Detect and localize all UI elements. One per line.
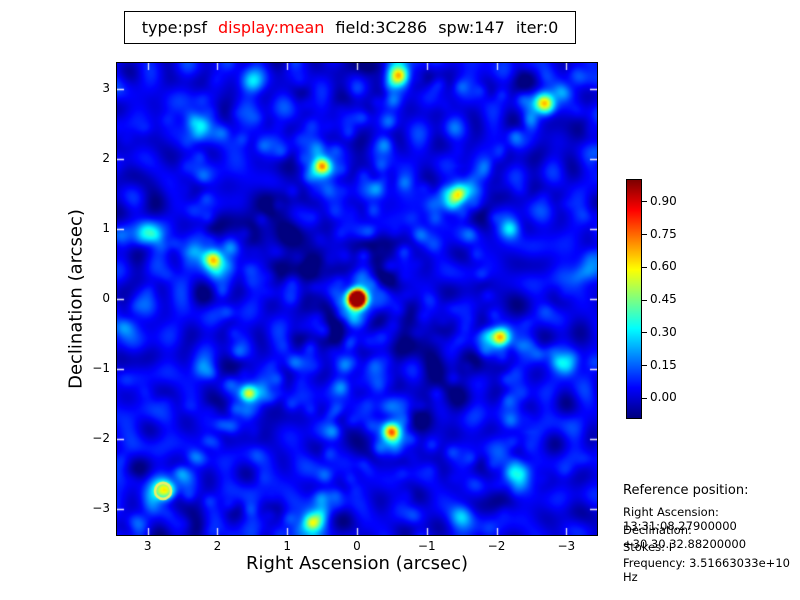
colorbar-gradient — [627, 180, 641, 418]
y-tick-label: −1 — [92, 361, 110, 376]
colorbar-tick-mark — [642, 332, 647, 334]
colorbar-tick-label: 0.00 — [650, 390, 677, 405]
psf-plot-frame — [116, 62, 598, 536]
title-token-iter: iter:0 — [515, 18, 559, 37]
colorbar-frame — [626, 179, 642, 419]
x-tick-label: −3 — [557, 539, 576, 553]
colorbar-tick-label: 0.30 — [650, 324, 677, 339]
y-tick-label: 1 — [102, 220, 110, 235]
title-token-field: field:3C286 — [335, 18, 428, 37]
title-token-display: display:mean — [217, 18, 325, 37]
y-tick-label: −3 — [92, 501, 110, 516]
x-tick-label: 1 — [283, 539, 292, 553]
reference-dec: Declination: +30.30.32.88200000 — [623, 523, 747, 551]
title-box: type:psf display:mean field:3C286 spw:14… — [124, 11, 576, 44]
colorbar-tick-mark — [642, 299, 647, 301]
colorbar-tick-label: 0.45 — [650, 292, 677, 307]
x-tick-label: −1 — [417, 539, 436, 553]
x-tick-label: 3 — [143, 539, 152, 553]
colorbar-tick-label: 0.60 — [650, 259, 677, 274]
reference-ra: Right Ascension: 13:31:08.27900000 — [623, 505, 737, 533]
colorbar-tick-mark — [642, 397, 647, 399]
colorbar-tick-mark — [642, 234, 647, 236]
colorbar-tick-label: 0.90 — [650, 193, 677, 208]
x-tick-label: −2 — [487, 539, 506, 553]
psf-heatmap-image — [117, 63, 597, 535]
reference-frequency: Frequency: 3.51663033e+10 Hz — [623, 556, 790, 584]
y-tick-label: 0 — [102, 291, 110, 305]
colorbar-tick-label: 0.75 — [650, 226, 677, 241]
reference-stokes: Stokes: I — [623, 540, 673, 554]
colorbar-tick-mark — [642, 266, 647, 268]
colorbar-tick-label: 0.15 — [650, 357, 677, 372]
y-tick-label: 3 — [102, 80, 110, 95]
x-tick-label: 0 — [353, 539, 361, 553]
reference-heading: Reference position: — [623, 483, 749, 498]
colorbar-tick-mark — [642, 365, 647, 367]
title-token-spw: spw:147 — [438, 18, 505, 37]
y-tick-label: 2 — [102, 150, 110, 165]
x-axis-label: Right Ascension (arcsec) — [245, 553, 469, 574]
colorbar-tick-mark — [642, 201, 647, 203]
y-axis-label: Declination (arcsec) — [65, 209, 87, 389]
y-tick-label: −2 — [92, 431, 110, 446]
x-tick-label: 2 — [213, 539, 222, 553]
title-token-type: type:psf — [141, 18, 207, 37]
